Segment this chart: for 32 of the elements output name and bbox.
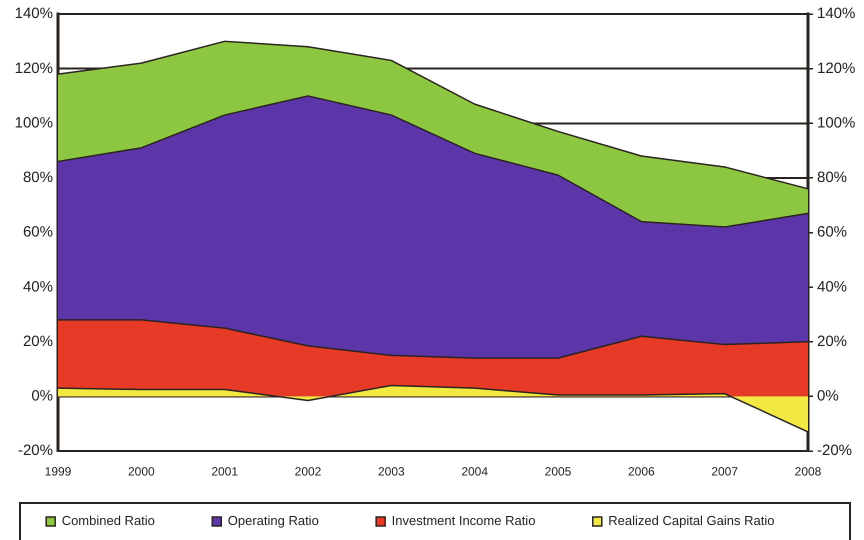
y-tick-label: 140% — [817, 5, 856, 22]
x-tick-label: 2001 — [211, 464, 238, 479]
y2-tick-label: 80% — [22, 169, 53, 186]
y-tick-label: 120% — [817, 60, 856, 77]
y2-tick-label: 100% — [14, 114, 53, 132]
y-tick-label: 100% — [817, 114, 856, 132]
x-tick-label: 1999 — [44, 464, 72, 479]
y2-tick-label: 0% — [31, 388, 53, 405]
legend-label: Operating Ratio — [228, 513, 362, 528]
y2-tick-label: 60% — [22, 224, 53, 241]
y2-tick-label: 120% — [14, 60, 53, 77]
x-tick-label: 2008 — [794, 464, 822, 479]
y2-tick-label: 40% — [22, 278, 53, 296]
legend-label: Investment Income Ratio — [392, 513, 579, 528]
x-tick-label: 2003 — [378, 464, 406, 479]
x-tick-label: 2000 — [128, 464, 156, 479]
y-tick-label: 20% — [817, 332, 848, 350]
y-tick-label: -20% — [817, 442, 852, 460]
y2-tick-label: 20% — [22, 332, 53, 350]
x-tick-label: 2007 — [711, 464, 738, 479]
x-tick-label: 2002 — [294, 464, 322, 479]
y-tick-label: 80% — [817, 169, 848, 186]
y-tick-label: 0% — [817, 388, 839, 405]
x-tick-label: 2005 — [544, 464, 572, 479]
legend-label: Realized Capital Gains Ratio — [608, 513, 818, 528]
y2-tick-label: 140% — [14, 5, 53, 22]
y-tick-label: 40% — [817, 278, 848, 296]
y2-tick-label: -20% — [18, 442, 53, 460]
x-tick-label: 2004 — [461, 464, 488, 479]
y-tick-label: 60% — [817, 224, 848, 241]
x-tick-label: 2006 — [628, 464, 656, 479]
legend-label: Combined Ratio — [62, 513, 198, 528]
